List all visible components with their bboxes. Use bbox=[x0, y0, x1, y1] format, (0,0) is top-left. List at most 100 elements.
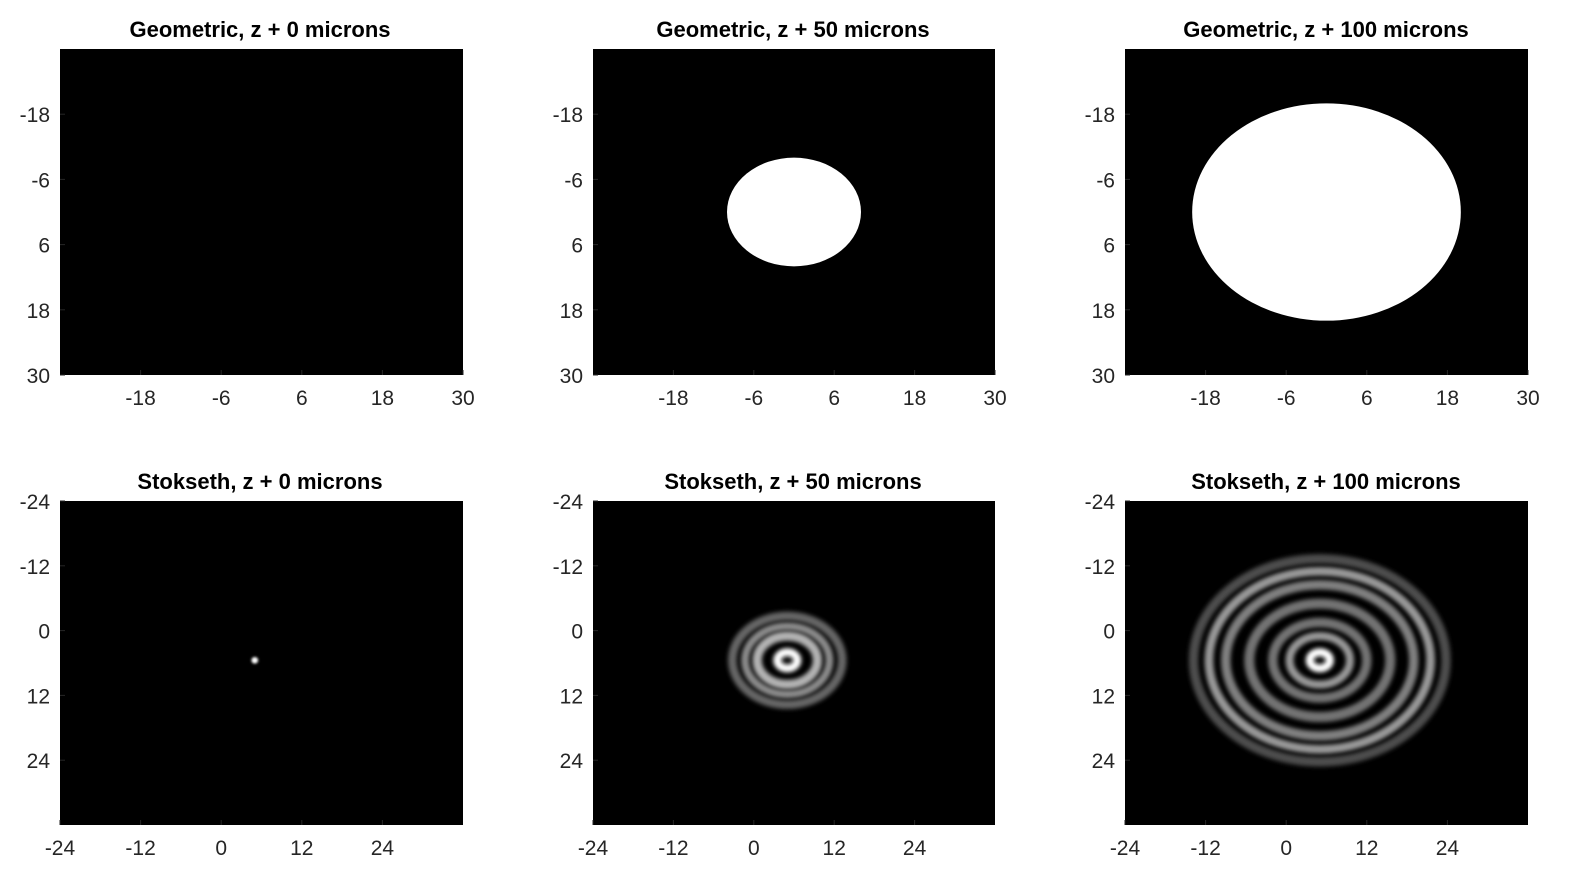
x-tick-label: -24 bbox=[1110, 837, 1141, 860]
image-area bbox=[60, 501, 463, 825]
y-tick-label: 24 bbox=[27, 750, 51, 773]
x-tick-label: -6 bbox=[212, 387, 231, 410]
ring-mark bbox=[1305, 648, 1334, 673]
disk-mark bbox=[1192, 103, 1461, 321]
y-tick-label: 0 bbox=[38, 621, 50, 644]
subplot-title: Geometric, z + 50 microns bbox=[656, 17, 929, 42]
axis-ticks: -18 -6 6 18 30 -18 -6 6 18 30 bbox=[553, 104, 1007, 410]
axis-ticks: -18 -6 6 18 30 -18 -6 6 18 30 bbox=[1085, 104, 1540, 410]
y-tick-label: 24 bbox=[560, 750, 584, 773]
x-tick-label: 6 bbox=[828, 387, 840, 410]
x-tick-label: 0 bbox=[215, 837, 227, 860]
x-tick-label: 12 bbox=[1355, 837, 1378, 860]
subplot-title: Geometric, z + 0 microns bbox=[129, 17, 390, 42]
ring-mark bbox=[1188, 554, 1451, 767]
x-tick-label: 24 bbox=[371, 837, 395, 860]
disk-mark bbox=[1314, 655, 1326, 665]
image-marks bbox=[728, 611, 847, 709]
x-tick-label: -12 bbox=[1190, 837, 1220, 860]
y-tick-label: -18 bbox=[20, 104, 50, 127]
x-tick-label: 24 bbox=[1436, 837, 1460, 860]
y-tick-label: 18 bbox=[1092, 300, 1115, 323]
ring-mark bbox=[728, 611, 847, 709]
image-marks bbox=[1192, 103, 1461, 321]
x-tick-label: 30 bbox=[983, 387, 1006, 410]
subplot-title: Stokseth, z + 0 microns bbox=[137, 469, 382, 494]
x-tick-label: -24 bbox=[578, 837, 609, 860]
subplot-geometric-z0: Geometric, z + 0 microns -18 -6 6 18 30 -18 -6… bbox=[20, 17, 475, 410]
x-tick-label: 30 bbox=[1516, 387, 1539, 410]
subplot-title: Stokseth, z + 50 microns bbox=[664, 469, 921, 494]
x-tick-label: 24 bbox=[903, 837, 927, 860]
y-tick-label: -24 bbox=[553, 491, 584, 514]
subplot-title: Stokseth, z + 100 microns bbox=[1191, 469, 1461, 494]
y-tick-label: 0 bbox=[1103, 621, 1115, 644]
x-tick-label: -18 bbox=[125, 387, 155, 410]
x-tick-label: 0 bbox=[748, 837, 760, 860]
ring-mark bbox=[1268, 617, 1372, 703]
y-tick-label: -6 bbox=[564, 169, 583, 192]
ring-mark bbox=[773, 648, 802, 673]
ring-mark bbox=[1204, 566, 1435, 754]
x-tick-label: -6 bbox=[744, 387, 763, 410]
axis-ticks: -24 -12 0 12 24 -24 -12 0 12 24 bbox=[20, 491, 395, 860]
x-tick-label: -24 bbox=[45, 837, 76, 860]
ring-mark bbox=[1285, 631, 1355, 689]
x-tick-label: 6 bbox=[296, 387, 308, 410]
disk-mark bbox=[781, 655, 793, 665]
y-tick-label: 24 bbox=[1092, 750, 1116, 773]
y-tick-label: 18 bbox=[560, 300, 583, 323]
subplot-geometric-z50: Geometric, z + 50 microns -18 -6 6 18 30-18-… bbox=[553, 17, 1007, 410]
y-tick-label: -12 bbox=[1085, 556, 1115, 579]
x-tick-label: -12 bbox=[125, 837, 155, 860]
y-tick-label: -12 bbox=[20, 556, 50, 579]
disk-mark bbox=[727, 157, 861, 267]
x-tick-label: 12 bbox=[823, 837, 846, 860]
y-tick-label: -18 bbox=[1085, 104, 1115, 127]
subplot-title: Geometric, z + 100 microns bbox=[1183, 17, 1469, 42]
y-tick-label: -18 bbox=[553, 104, 583, 127]
y-tick-label: 12 bbox=[27, 685, 50, 708]
ring-mark bbox=[1221, 579, 1419, 741]
x-tick-label: -6 bbox=[1277, 387, 1296, 410]
y-tick-label: -6 bbox=[1096, 169, 1115, 192]
subplot-stokseth-z50: Stokseth, z + 50 microns -24 -12 0 12 24-24-… bbox=[553, 469, 995, 860]
axis-ticks: -24 -12 0 12 24 -24 -12 0 12 24 bbox=[553, 491, 927, 860]
ring-mark bbox=[1244, 598, 1396, 723]
y-tick-label: 30 bbox=[1092, 365, 1115, 388]
image-marks bbox=[1188, 554, 1451, 767]
y-tick-label: -12 bbox=[553, 556, 583, 579]
x-tick-label: -18 bbox=[1190, 387, 1220, 410]
y-tick-label: -24 bbox=[20, 491, 51, 514]
subplot-stokseth-z0: Stokseth, z + 0 microns -24 -12 0 12 24 -24 -1… bbox=[20, 469, 463, 860]
subplot-stokseth-z100: Stokseth, z + 100 microns -24 -12 0 12 24-24… bbox=[1085, 469, 1528, 860]
y-tick-label: 30 bbox=[560, 365, 583, 388]
x-tick-label: 18 bbox=[371, 387, 394, 410]
axis-ticks: -24 -12 0 12 24 -24 -12 0 12 24 bbox=[1085, 491, 1460, 860]
y-tick-label: -24 bbox=[1085, 491, 1116, 514]
image-area bbox=[60, 49, 463, 375]
image-marks bbox=[251, 656, 259, 664]
axis-ticks: -18 -6 6 18 30 -18 -6 6 18 30 bbox=[20, 104, 475, 410]
y-tick-label: -6 bbox=[31, 169, 50, 192]
ring-mark bbox=[741, 622, 834, 699]
x-tick-label: 30 bbox=[451, 387, 474, 410]
subplot-geometric-z100: Geometric, z + 100 microns -18 -6 6 18 30-18… bbox=[1085, 17, 1540, 410]
x-tick-label: 18 bbox=[903, 387, 926, 410]
x-tick-label: 18 bbox=[1436, 387, 1459, 410]
y-tick-label: 12 bbox=[560, 685, 583, 708]
x-tick-label: -12 bbox=[658, 837, 688, 860]
x-tick-label: 6 bbox=[1361, 387, 1373, 410]
x-tick-label: 0 bbox=[1280, 837, 1292, 860]
y-tick-label: 12 bbox=[1092, 685, 1115, 708]
ring-mark bbox=[752, 631, 823, 690]
y-tick-label: 30 bbox=[27, 365, 50, 388]
y-tick-label: 0 bbox=[571, 621, 583, 644]
image-marks bbox=[727, 157, 861, 267]
y-tick-label: 6 bbox=[38, 235, 50, 258]
x-tick-label: -18 bbox=[658, 387, 688, 410]
y-tick-label: 6 bbox=[571, 235, 583, 258]
y-tick-label: 18 bbox=[27, 300, 50, 323]
y-tick-label: 6 bbox=[1103, 235, 1115, 258]
